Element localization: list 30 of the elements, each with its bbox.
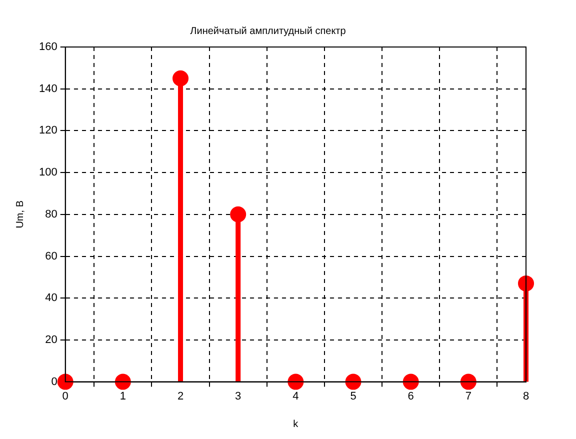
x-tick-label: 7 — [465, 390, 472, 402]
x-tick-label: 2 — [177, 390, 184, 402]
x-axis-title: k — [293, 418, 300, 430]
y-tick-label: 140 — [38, 82, 58, 95]
point — [460, 374, 476, 390]
x-tick-label: 4 — [292, 390, 299, 402]
y-tick-label: 160 — [38, 41, 58, 54]
point — [518, 275, 534, 292]
point — [230, 206, 246, 222]
x-tick-label: 5 — [350, 390, 356, 402]
y-tick-label: 80 — [45, 208, 58, 220]
chart-title: Линейчатый амплитудный спектр — [190, 26, 346, 37]
y-tick-label: 40 — [45, 292, 58, 304]
point — [288, 374, 304, 390]
y-tick-label: 20 — [45, 334, 58, 346]
y-tick-label: 60 — [45, 250, 58, 262]
point — [402, 374, 419, 390]
x-tick-label: 1 — [120, 390, 126, 402]
point — [172, 70, 189, 86]
point — [114, 374, 131, 390]
y-tick-label: 120 — [38, 124, 58, 137]
x-tick-label: 3 — [235, 390, 242, 402]
point — [345, 374, 362, 390]
x-tick-label: 6 — [408, 390, 414, 402]
x-tick-label: 8 — [522, 390, 530, 402]
y-tick-label: 0 — [51, 376, 58, 388]
point — [57, 374, 74, 390]
y-axis-title: Um, B — [14, 200, 26, 228]
y-tick-label: 100 — [38, 166, 58, 179]
x-tick-label: 0 — [62, 390, 68, 402]
